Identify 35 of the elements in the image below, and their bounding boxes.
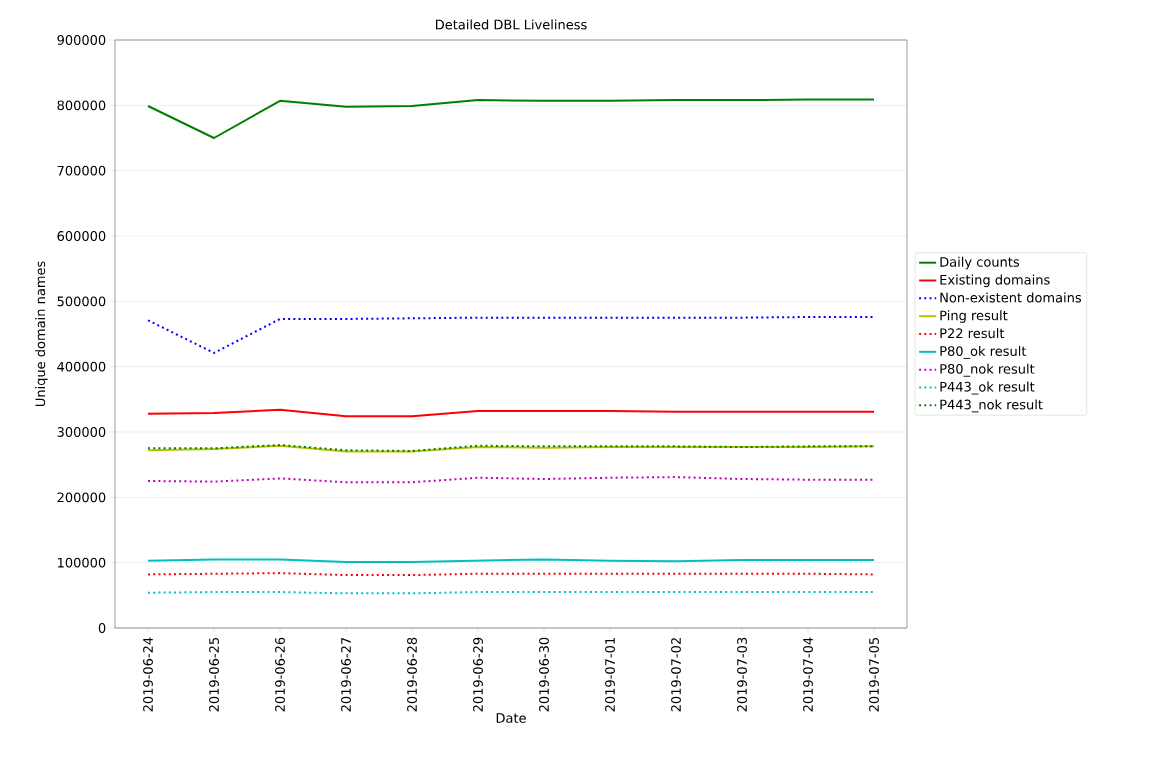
- y-tick-label: 500000: [57, 296, 106, 307]
- y-tick-label: 800000: [57, 100, 106, 111]
- x-tick-label: 2019-06-28: [407, 637, 417, 712]
- legend-label: P443_nok result: [940, 399, 1043, 413]
- x-tick-label: 2019-06-30: [539, 637, 549, 712]
- x-tick-label: 2019-07-05: [869, 637, 879, 712]
- legend-label: P80_ok result: [940, 345, 1027, 359]
- x-tick-label: 2019-06-26: [275, 637, 285, 712]
- x-tick-label: 2019-07-02: [671, 638, 681, 712]
- x-tick-label: 2019-06-29: [473, 637, 483, 712]
- x-tick-label: 2019-07-01: [605, 638, 615, 712]
- y-tick-label: 100000: [58, 557, 106, 568]
- y-tick-label: 900000: [57, 35, 106, 45]
- x-tick-label: 2019-06-27: [341, 637, 351, 712]
- x-tick-label: 2019-07-04: [803, 637, 813, 712]
- legend-label: P443_ok result: [940, 381, 1035, 395]
- y-tick-label: 300000: [57, 427, 106, 437]
- y-axis-title: Unique domain names: [35, 261, 48, 407]
- y-tick-label: 0: [98, 623, 106, 633]
- legend-label: P22 result: [940, 328, 1005, 339]
- x-tick-label: 2019-07-03: [737, 637, 747, 712]
- x-axis-title: Date: [496, 713, 526, 723]
- x-tick-label: 2019-06-24: [143, 637, 153, 712]
- legend-label: P80_nok result: [940, 363, 1035, 377]
- y-tick-label: 400000: [57, 361, 106, 372]
- y-tick-label: 700000: [57, 165, 106, 176]
- y-tick-label: 200000: [57, 492, 106, 503]
- line-series: [147, 98, 875, 139]
- legend-label: Existing domains: [940, 274, 1050, 288]
- legend-label: Daily counts: [940, 256, 1020, 270]
- legend-label: Non-existent domains: [940, 292, 1082, 303]
- chart-title: Detailed DBL Liveliness: [436, 19, 587, 30]
- x-tick-label: 2019-06-25: [209, 637, 219, 712]
- y-tick-label: 600000: [57, 231, 106, 241]
- legend-label: Ping result: [940, 310, 1008, 323]
